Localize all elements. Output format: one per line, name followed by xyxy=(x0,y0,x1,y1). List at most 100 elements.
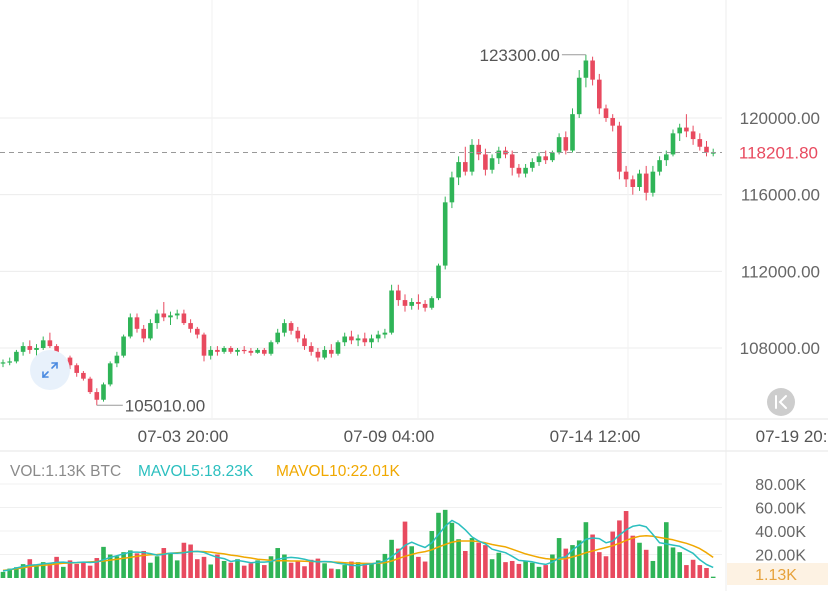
candle-body xyxy=(74,365,79,373)
volume-tick-label: 60.00K xyxy=(755,501,806,518)
volume-bar xyxy=(362,565,368,578)
volume-bar xyxy=(215,554,220,578)
candle-body xyxy=(449,177,455,203)
volume-bar xyxy=(422,561,428,578)
volume-bar xyxy=(342,565,347,578)
candle-body xyxy=(710,152,716,154)
volume-bar xyxy=(643,549,649,578)
candle-body xyxy=(583,60,589,78)
volume-bar xyxy=(503,562,508,578)
expand-arrows-icon xyxy=(42,362,58,378)
volume-bar xyxy=(670,547,676,578)
candle-body xyxy=(436,265,441,299)
volume-bar xyxy=(516,563,522,578)
price-tick-label: 108000.00 xyxy=(740,339,820,358)
volume-bar xyxy=(228,562,234,578)
volume-bar xyxy=(550,554,555,578)
candle-body xyxy=(275,332,280,343)
candle-body xyxy=(0,362,6,364)
candle-body xyxy=(195,328,200,335)
volume-bar xyxy=(523,560,528,578)
candle-body xyxy=(342,336,347,343)
candle-body xyxy=(355,338,361,341)
candle-body xyxy=(94,392,100,400)
volume-bar xyxy=(141,550,146,578)
volume-bar xyxy=(456,539,461,578)
candle-body xyxy=(697,139,703,147)
candle-body xyxy=(248,350,254,353)
expand-button[interactable] xyxy=(30,350,70,390)
high-price-label: 123300.00 xyxy=(480,46,560,65)
jump-to-latest-button[interactable] xyxy=(767,388,795,416)
candle-body xyxy=(623,171,629,180)
price-tick-label: 120000.00 xyxy=(740,109,820,128)
volume-bar xyxy=(389,539,394,578)
volume-bar xyxy=(27,559,33,578)
candle-body xyxy=(40,340,46,348)
volume-bar xyxy=(610,531,615,578)
volume-bar xyxy=(288,562,294,578)
candle-body xyxy=(442,202,448,266)
volume-bar xyxy=(449,522,455,578)
candle-body xyxy=(141,328,146,339)
volume-bar xyxy=(134,553,140,578)
candle-body xyxy=(422,303,428,308)
candle-body xyxy=(476,144,481,155)
volume-bar xyxy=(583,522,589,578)
volume-bar xyxy=(369,563,374,578)
volume-bar xyxy=(617,520,622,578)
candle-body xyxy=(235,349,240,352)
volume-bar xyxy=(436,512,441,578)
volume-bar xyxy=(697,565,703,578)
volume-bar xyxy=(275,548,280,578)
candle-body xyxy=(87,378,93,393)
candle-body xyxy=(563,137,569,151)
candle-body xyxy=(610,118,615,126)
low-price-label: 105010.00 xyxy=(125,396,205,415)
current-price-label: 118201.80 xyxy=(739,143,818,162)
candle-body xyxy=(570,114,575,151)
volume-bar xyxy=(208,564,213,578)
candle-body xyxy=(402,300,408,306)
volume-legend-item: MAVOL5:18.23K xyxy=(138,463,254,480)
volume-bar xyxy=(509,560,515,578)
candle-body xyxy=(262,349,267,354)
volume-bar xyxy=(489,559,495,578)
volume-bar xyxy=(664,522,669,578)
volume-bar xyxy=(402,521,408,578)
candle-body xyxy=(469,144,475,172)
candle-body xyxy=(543,156,548,161)
volume-bar xyxy=(40,562,46,578)
candle-body xyxy=(221,348,227,352)
volume-bar xyxy=(704,568,709,578)
volume-bar xyxy=(248,563,254,578)
volume-bar xyxy=(87,565,93,578)
candle-body xyxy=(684,127,689,132)
candle-body xyxy=(215,349,220,352)
candle-body xyxy=(349,336,354,341)
candle-body xyxy=(704,146,709,153)
volume-bar xyxy=(563,548,569,578)
volume-bar xyxy=(463,550,468,578)
candle-body xyxy=(161,313,167,318)
candle-body xyxy=(101,384,106,400)
volume-bar xyxy=(195,559,200,578)
candle-body xyxy=(148,323,153,339)
candle-body xyxy=(174,313,180,316)
time-tick-label: 07-09 04:00 xyxy=(344,427,435,446)
volume-bar xyxy=(650,560,656,578)
candle-body xyxy=(690,131,696,140)
candle-body xyxy=(523,167,528,174)
candle-body xyxy=(463,162,468,172)
candle-body xyxy=(670,133,676,155)
volume-grid xyxy=(0,483,722,555)
volume-bar xyxy=(476,542,481,578)
volume-bar xyxy=(382,553,388,578)
candle-body xyxy=(201,334,207,356)
volume-bar xyxy=(0,571,6,578)
volume-bar xyxy=(710,576,716,578)
volume-legend-item: VOL:1.13K BTC xyxy=(10,463,121,480)
volume-bar xyxy=(174,560,180,578)
